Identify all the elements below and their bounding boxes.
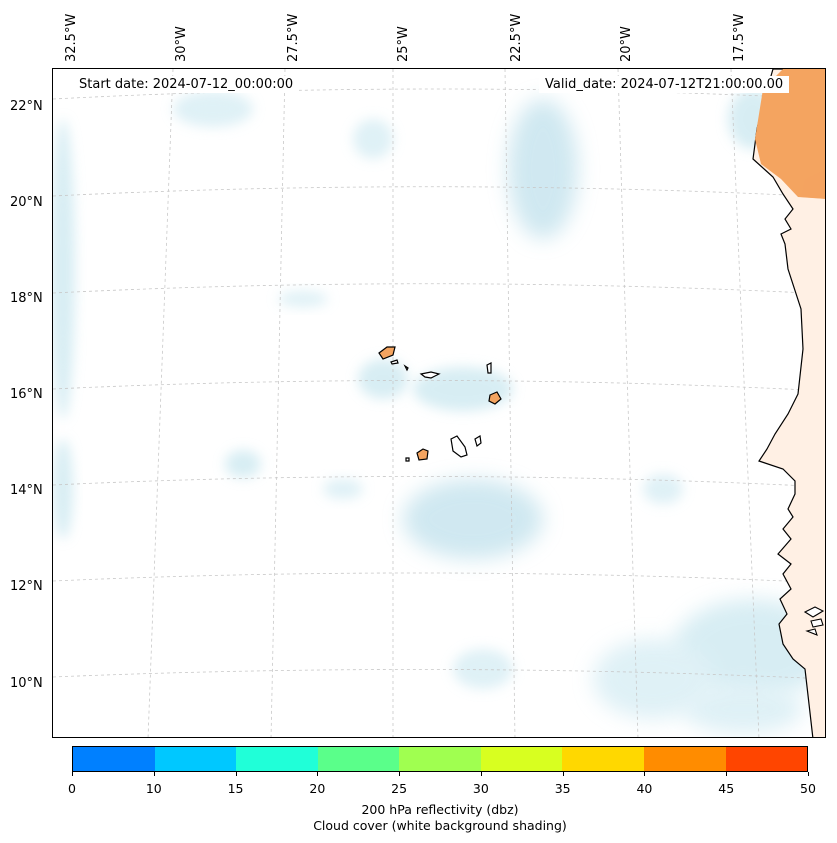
colorbar-segment [399, 747, 481, 771]
longitude-label: 22.5°W [509, 13, 524, 62]
map-panel [52, 68, 826, 738]
colorbar-tick-label: 30 [472, 781, 489, 796]
colorbar-tick-label: 0 [68, 781, 76, 796]
latitude-label: 12°N [10, 579, 43, 594]
colorbar-tick-mark [72, 772, 73, 776]
colorbar-segment [236, 747, 318, 771]
longitude-label: 32.5°W [64, 13, 79, 62]
colorbar-tick-mark [726, 772, 728, 776]
cloud-cover-shading [53, 89, 825, 734]
start-date-label: Start date: 2024-07-12_00:00:00 [73, 76, 300, 93]
colorbar-tick-mark [317, 772, 319, 776]
longitude-label: 17.5°W [732, 13, 747, 62]
colorbar-subtitle: Cloud cover (white background shading) [313, 818, 567, 833]
colorbar-title: 200 hPa reflectivity (dbz) [361, 802, 519, 817]
colorbar-tick-mark [480, 772, 482, 776]
colorbar-segment [562, 747, 644, 771]
colorbar-tick-mark [562, 772, 564, 776]
longitude-label: 20°W [619, 26, 634, 62]
colorbar-tick-mark [153, 772, 155, 776]
graticule [53, 69, 825, 737]
colorbar-tick-label: 25 [391, 781, 408, 796]
colorbar-tick-mark [644, 772, 646, 776]
africa-mainland [752, 69, 825, 737]
colorbar-tick-label: 20 [309, 781, 326, 796]
colorbar-tick-label: 50 [800, 781, 816, 796]
longitude-label: 27.5°W [286, 13, 301, 62]
colorbar-segment [480, 747, 563, 771]
colorbar-tick-label: 10 [145, 781, 162, 796]
colorbar-tick-label: 40 [636, 781, 653, 796]
colorbar-segment [73, 747, 155, 771]
reflectivity-region [755, 69, 825, 199]
colorbar-tick-label: 45 [718, 781, 735, 796]
bijagos-islands [803, 606, 825, 636]
colorbar-segment [154, 747, 237, 771]
colorbar [72, 746, 808, 772]
map-canvas [53, 69, 825, 737]
colorbar-segment [317, 747, 400, 771]
colorbar-tick-label: 35 [554, 781, 571, 796]
latitude-label: 18°N [10, 291, 43, 306]
latitude-label: 20°N [10, 195, 43, 210]
colorbar-tick-mark [235, 772, 237, 776]
latitude-label: 14°N [10, 483, 43, 498]
latitude-label: 10°N [10, 676, 43, 691]
colorbar-segment [643, 747, 726, 771]
cape-verde-islands [378, 346, 502, 462]
longitude-label: 25°W [396, 26, 411, 62]
colorbar-tick-mark [399, 772, 401, 776]
colorbar-tick-label: 15 [227, 781, 244, 796]
valid-date-label: Valid_date: 2024-07-12T21:00:00.00 [539, 76, 790, 93]
colorbar-tick-mark [808, 772, 809, 776]
latitude-label: 22°N [10, 99, 43, 114]
latitude-label: 16°N [10, 387, 43, 402]
longitude-label: 30°W [174, 26, 189, 62]
colorbar-segment [725, 747, 808, 771]
